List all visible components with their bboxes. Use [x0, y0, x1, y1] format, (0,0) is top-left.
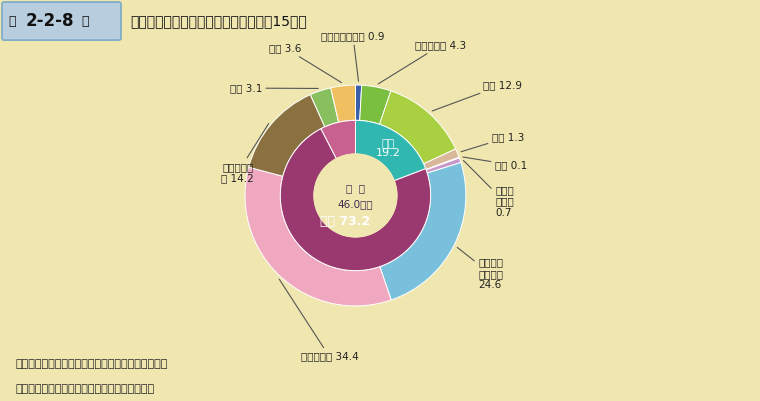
Text: 機械・船
舶・航空
24.6: 機械・船 舶・航空 24.6	[458, 247, 503, 290]
Text: 2-2-8: 2-2-8	[26, 12, 74, 30]
Text: その他の工
学 14.2: その他の工 学 14.2	[221, 124, 269, 183]
Text: 化学 12.9: 化学 12.9	[432, 80, 522, 111]
Text: その他
の理学
0.7: その他 の理学 0.7	[464, 160, 514, 218]
Text: 農学 3.1: 農学 3.1	[230, 83, 318, 93]
Wedge shape	[245, 167, 391, 306]
Text: 人文・社会科学 0.9: 人文・社会科学 0.9	[321, 31, 385, 81]
Wedge shape	[249, 95, 325, 176]
Text: 企業等の研究者の専門別構成比（平成15年）: 企業等の研究者の専門別構成比（平成15年）	[130, 14, 307, 28]
Text: 保健 3.6: 保健 3.6	[269, 43, 341, 83]
Wedge shape	[331, 85, 356, 122]
Wedge shape	[380, 162, 466, 300]
Text: 第: 第	[9, 14, 21, 28]
Text: 理学: 理学	[382, 139, 395, 149]
Circle shape	[314, 154, 397, 237]
Wedge shape	[426, 157, 459, 170]
Text: 数学・物理 4.3: 数学・物理 4.3	[378, 40, 467, 84]
Text: 総  数: 総 数	[346, 183, 365, 193]
Text: 生物 1.3: 生物 1.3	[461, 132, 524, 152]
Text: 19.2: 19.2	[376, 148, 401, 158]
Text: 46.0万人: 46.0万人	[337, 199, 373, 209]
Text: 地学 0.1: 地学 0.1	[463, 157, 527, 170]
FancyBboxPatch shape	[2, 2, 121, 40]
Wedge shape	[423, 149, 459, 170]
Text: 図: 図	[78, 14, 90, 28]
Text: 資料：総務省統計局「科学技術研究調査報告」: 資料：総務省統計局「科学技術研究調査報告」	[15, 384, 154, 394]
Wedge shape	[359, 85, 391, 124]
Wedge shape	[426, 158, 461, 173]
Text: 工学 73.2: 工学 73.2	[321, 215, 371, 228]
Wedge shape	[310, 88, 339, 127]
Wedge shape	[379, 91, 456, 164]
Wedge shape	[321, 120, 356, 159]
Wedge shape	[356, 120, 426, 181]
Text: 注）数字は企業等全体に占める割合（％）である。: 注）数字は企業等全体に占める割合（％）である。	[15, 359, 167, 369]
Text: 電気・通信 34.4: 電気・通信 34.4	[279, 279, 358, 362]
Wedge shape	[280, 129, 431, 271]
Wedge shape	[356, 85, 362, 120]
